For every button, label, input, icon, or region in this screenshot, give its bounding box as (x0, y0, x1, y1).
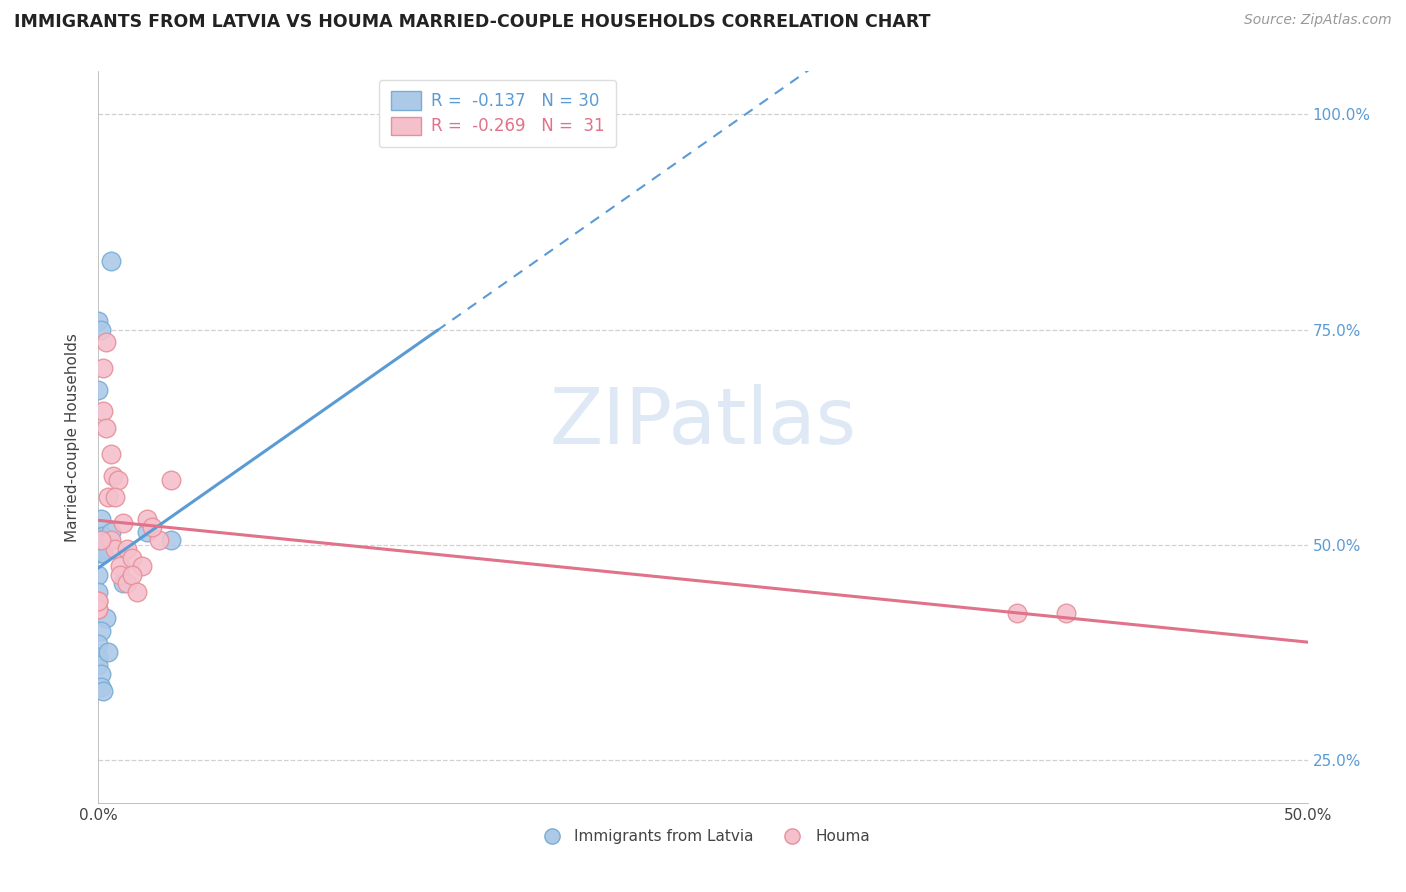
Point (90, 541, 112, 556)
Point (100, 447, 122, 461)
Point (104, 541, 127, 556)
Point (87, 585, 110, 599)
Point (100, 524, 122, 539)
Point (107, 473, 129, 487)
Point (91, 684, 114, 698)
Point (160, 473, 183, 487)
Point (91, 361, 114, 376)
Point (117, 541, 139, 556)
Text: Source: ZipAtlas.com: Source: ZipAtlas.com (1244, 13, 1392, 28)
Point (97, 491, 120, 505)
Point (87, 533, 110, 548)
Legend: Immigrants from Latvia, Houma: Immigrants from Latvia, Houma (530, 822, 876, 850)
Point (100, 533, 122, 548)
Point (90, 512, 112, 526)
Point (87, 878, 110, 892)
Point (90, 546, 112, 560)
Text: IMMIGRANTS FROM LATVIA VS HOUMA MARRIED-COUPLE HOUSEHOLDS CORRELATION CHART: IMMIGRANTS FROM LATVIA VS HOUMA MARRIED-… (14, 13, 931, 31)
Point (108, 559, 131, 574)
Point (121, 550, 143, 565)
Point (141, 520, 163, 534)
Point (91, 404, 114, 418)
Point (121, 567, 143, 582)
Point (87, 567, 110, 582)
Point (90, 624, 112, 638)
Point (1054, 607, 1077, 621)
Text: ZIPatlas: ZIPatlas (550, 384, 856, 460)
Point (87, 546, 110, 560)
Point (1007, 607, 1029, 621)
Point (94, 611, 117, 625)
Point (87, 383, 110, 397)
Point (94, 335, 117, 350)
Point (87, 637, 110, 651)
Point (127, 585, 149, 599)
Point (87, 593, 110, 607)
Point (160, 533, 183, 548)
Point (90, 533, 112, 548)
Point (131, 559, 153, 574)
Point (90, 680, 112, 694)
Point (87, 602, 110, 616)
Point (87, 602, 110, 616)
Point (87, 533, 110, 548)
Point (87, 593, 110, 607)
Point (100, 253, 122, 268)
Point (90, 322, 112, 336)
Point (87, 658, 110, 673)
Point (135, 524, 157, 539)
Point (87, 649, 110, 664)
Point (90, 666, 112, 681)
Point (91, 529, 114, 543)
Point (101, 468, 124, 483)
Point (111, 576, 134, 591)
Point (117, 576, 139, 591)
Point (108, 567, 131, 582)
Point (104, 491, 127, 505)
Point (87, 538, 110, 552)
Point (87, 314, 110, 328)
Y-axis label: Married-couple Households: Married-couple Households (65, 333, 80, 541)
Point (91, 546, 114, 560)
Point (111, 516, 134, 530)
Point (97, 645, 120, 659)
Point (90, 529, 112, 543)
Point (94, 421, 117, 435)
Point (148, 533, 170, 548)
Point (135, 512, 157, 526)
